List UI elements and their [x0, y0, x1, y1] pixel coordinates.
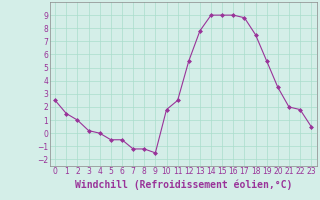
X-axis label: Windchill (Refroidissement éolien,°C): Windchill (Refroidissement éolien,°C)	[75, 179, 292, 190]
